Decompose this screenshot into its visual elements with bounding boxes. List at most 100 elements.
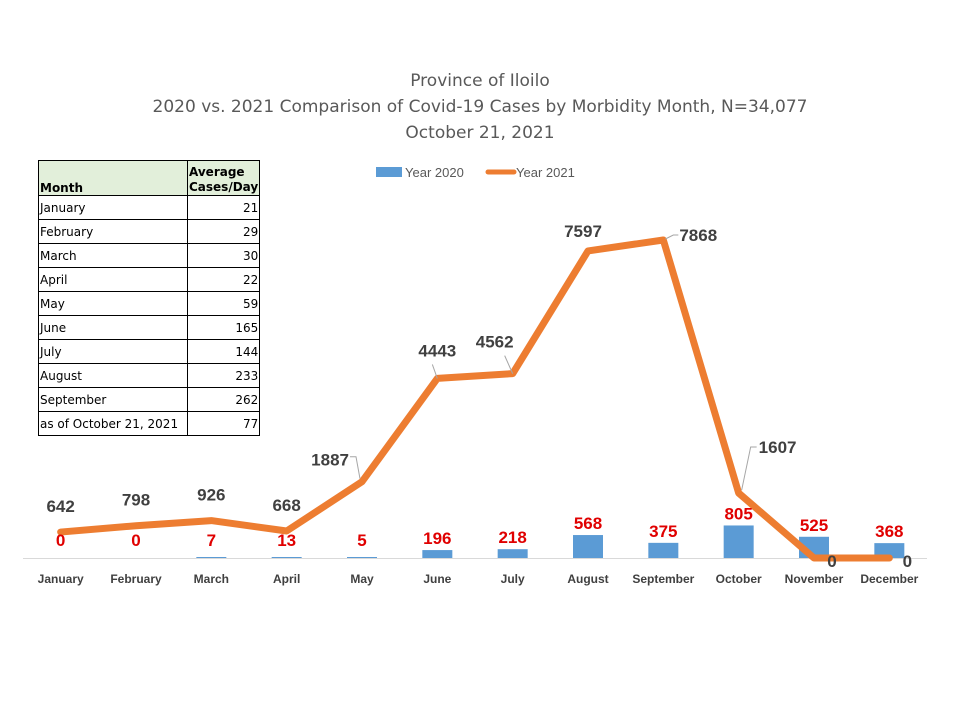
bar-2020 [648,542,679,558]
table-cell-month: as of October 21, 2021 [38,411,188,436]
point-2021 [60,531,62,533]
data-label-2020: 7 [207,531,216,550]
table-row: July 144 [38,339,261,364]
x-tick-label: November [785,572,844,586]
data-label-2020: 0 [131,531,140,550]
data-label-2020: 0 [56,531,65,550]
x-tick-label: August [567,572,608,586]
table-cell-month: March [38,243,188,268]
table-row: May 59 [38,291,261,316]
point-2021 [361,481,363,483]
x-tick-label: January [38,572,84,586]
bar-2020 [497,549,528,558]
data-label-2021: 0 [827,552,836,571]
table-cell-average: 30 [186,243,261,268]
data-label-2021: 1887 [311,451,349,470]
table-cell-average: 144 [186,339,261,364]
table-cell-average: 233 [186,363,261,388]
table-cell-average: 21 [186,195,261,220]
x-tick-label: October [716,572,762,586]
data-label-2021: 926 [197,486,225,505]
bar-2020 [723,525,754,558]
legend-label-2020: Year 2020 [405,165,464,180]
table-row: April 22 [38,267,261,292]
table-cell-average: 22 [186,267,261,292]
x-tick-label: March [194,572,229,586]
table-cell-average: 165 [186,315,261,340]
average-cases-table: Month Average Cases/Day January 21 Februar… [38,160,261,436]
point-2021 [135,525,137,527]
table-header-average: Average Cases/Day [186,160,261,196]
data-label-leader [665,234,679,240]
data-label-2020: 368 [875,522,903,541]
data-label-2020: 196 [423,529,451,548]
table-cell-average: 29 [186,219,261,244]
table-cell-month: April [38,267,188,292]
x-tick-label: September [632,572,694,586]
data-label-2020: 218 [498,528,526,547]
bar-2020 [422,550,453,558]
bar-2020 [874,543,905,558]
bar-2020 [271,557,302,558]
data-label-leader [350,456,361,479]
data-label-2021: 4443 [418,341,456,360]
table-cell-month: February [38,219,188,244]
table-row: June 165 [38,315,261,340]
bar-2020 [347,557,377,558]
table-cell-average: 59 [186,291,261,316]
table-row: as of October 21, 2021 77 [38,411,261,436]
data-label-2021: 7597 [564,222,602,241]
data-label-2020: 805 [724,504,752,523]
data-label-2021: 4562 [476,333,514,352]
table-cell-average: 77 [186,411,261,436]
data-label-2020: 568 [574,514,602,533]
line-2021 [57,236,893,562]
table-row: February 29 [38,219,261,244]
point-2021 [738,492,740,494]
x-tick-label: May [350,572,374,586]
table-row: August 233 [38,363,261,388]
data-label-leader [504,355,514,374]
table-cell-month: June [38,315,188,340]
table-cell-month: September [38,387,188,412]
point-2021 [888,557,890,559]
table-row: January 21 [38,195,261,220]
table-cell-month: January [38,195,188,220]
table-header-row: Month Average Cases/Day [38,160,261,196]
data-label-2021: 0 [903,552,912,571]
bar-2020 [196,557,227,558]
x-tick-label: June [423,572,451,586]
table-row: March 30 [38,243,261,268]
point-2021 [210,520,212,522]
data-label-2020: 525 [800,516,828,535]
point-2021 [286,530,288,532]
point-2021 [587,250,589,252]
point-2021 [662,239,664,241]
data-label-2021: 7868 [679,226,717,245]
chart-title-line2: 2020 vs. 2021 Comparison of Covid-19 Cas… [152,97,808,117]
bar-2020 [573,535,603,558]
x-tick-label: February [110,572,162,586]
point-2021 [813,557,815,559]
data-label-2020: 375 [649,522,677,541]
table-cell-month: July [38,339,188,364]
chart-title-line1: Province of Iloilo [410,71,550,91]
x-tick-label: December [860,572,918,586]
legend-label-2021: Year 2021 [516,165,575,180]
chart-title-block: Province of Iloilo 2020 vs. 2021 Compari… [0,68,960,146]
data-label-2021: 668 [272,496,300,515]
legend-swatch-2020 [376,167,402,177]
x-tick-label: July [501,572,525,586]
table-cell-average: 262 [186,387,261,412]
table-header-month: Month [38,160,188,196]
table-cell-month: August [38,363,188,388]
data-label-2021: 798 [122,491,150,510]
data-label-2020: 5 [357,531,366,550]
data-label-2020: 13 [277,531,296,550]
x-tick-label: April [273,572,300,586]
data-label-2021: 1607 [759,438,797,457]
data-label-leader [431,364,438,379]
data-label-2021: 642 [46,497,74,516]
table-cell-month: May [38,291,188,316]
